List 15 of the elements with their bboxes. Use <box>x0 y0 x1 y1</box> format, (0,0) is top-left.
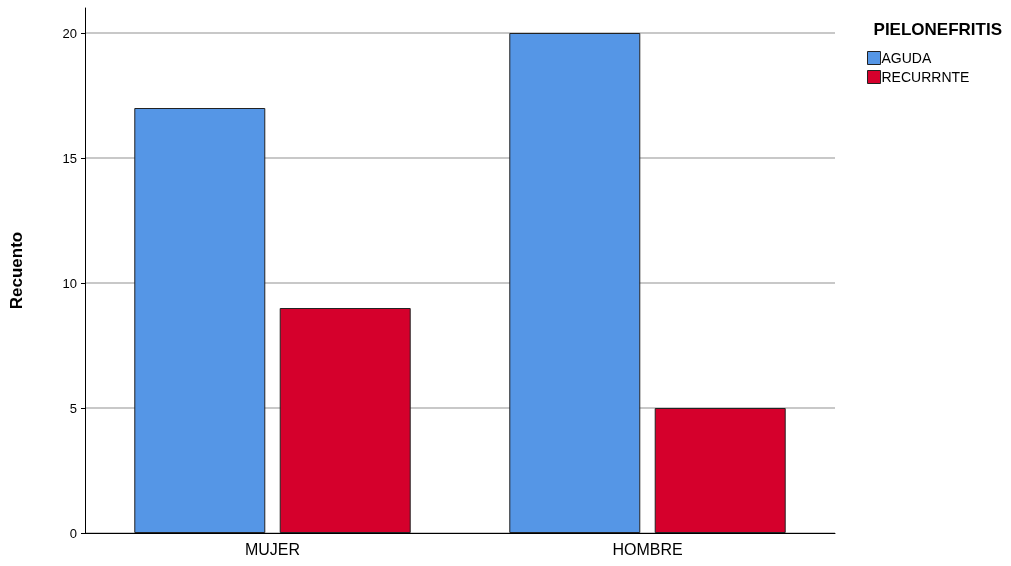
x-tick-label: HOMBRE <box>612 540 683 558</box>
y-axis-title: Recuento <box>7 231 26 310</box>
y-tick-label: 5 <box>69 400 77 416</box>
y-tick-label: 10 <box>62 275 77 291</box>
bar <box>509 33 641 533</box>
legend-label: AGUDA <box>881 50 932 66</box>
x-tick-label: MUJER <box>244 540 301 558</box>
legend-title: PIELONEFRITIS <box>873 20 1003 39</box>
y-tick-label: 0 <box>69 525 77 541</box>
bar <box>279 308 411 533</box>
legend-label: RECURRNTE <box>881 69 970 85</box>
y-tick-label: 15 <box>62 150 77 166</box>
bar <box>134 108 266 533</box>
bar <box>654 408 786 533</box>
y-tick-label: 20 <box>62 25 77 41</box>
